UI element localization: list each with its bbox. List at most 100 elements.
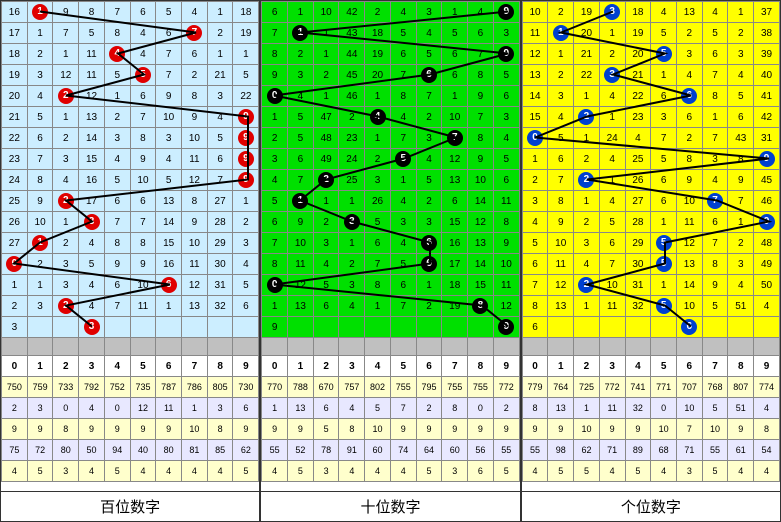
cell [702, 317, 728, 338]
cell [548, 317, 574, 338]
cell: 1 [262, 107, 288, 128]
cell: 6 [676, 107, 702, 128]
cell: 5 [262, 191, 288, 212]
cell: 1 [2, 275, 28, 296]
stat-cell: 62 [574, 440, 600, 461]
cell: 21 [574, 44, 600, 65]
cell: 1 [416, 275, 442, 296]
cell: 7 [262, 233, 288, 254]
cell: 4 [390, 233, 416, 254]
stat-cell: 5 [365, 398, 391, 419]
trend-ball: 1 [292, 193, 308, 209]
stat-cell: 80 [53, 440, 79, 461]
cell: 17 [79, 191, 105, 212]
cell: 9 [493, 2, 519, 23]
cell: 3 [651, 107, 677, 128]
cell: 1 [313, 23, 339, 44]
cell: 1 [313, 191, 339, 212]
cell: 13 [182, 296, 208, 317]
cell: 4 [365, 107, 391, 128]
cell: 1 [574, 86, 600, 107]
cell: 4 [522, 212, 548, 233]
cell: 14 [676, 275, 702, 296]
cell: 12 [53, 65, 79, 86]
spacer [625, 338, 651, 356]
cell: 9 [754, 149, 780, 170]
cell: 1 [27, 233, 53, 254]
cell: 5 [79, 254, 105, 275]
stat-cell: 10 [651, 419, 677, 440]
cell: 43 [339, 23, 365, 44]
cell: 6 [493, 170, 519, 191]
cell: 8 [79, 2, 105, 23]
cell: 3 [53, 254, 79, 275]
cell: 7 [104, 2, 130, 23]
cell: 22 [574, 65, 600, 86]
cell: 15 [468, 275, 494, 296]
stat-cell: 9 [493, 419, 519, 440]
cell: 6 [390, 44, 416, 65]
stat-cell: 4 [262, 461, 288, 482]
stat-cell: 2 [416, 398, 442, 419]
cell: 5 [651, 44, 677, 65]
stat-cell: 757 [339, 377, 365, 398]
cell: 43 [728, 128, 754, 149]
cell: 5 [493, 65, 519, 86]
trend-ball: 2 [318, 172, 334, 188]
stat-cell: 5 [548, 461, 574, 482]
stat-cell: 7 [676, 419, 702, 440]
cell: 30 [625, 254, 651, 275]
cell: 12 [493, 296, 519, 317]
col-header: 5 [130, 356, 156, 377]
cell: 20 [625, 44, 651, 65]
stat-cell: 6 [233, 398, 259, 419]
stat-cell: 55 [522, 440, 548, 461]
cell: 6 [156, 275, 182, 296]
cell: 1 [442, 86, 468, 107]
stat-cell: 807 [728, 377, 754, 398]
cell: 22 [233, 86, 259, 107]
cell: 5 [79, 23, 105, 44]
cell: 8 [27, 170, 53, 191]
spacer [522, 338, 548, 356]
spacer [2, 338, 28, 356]
stat-cell: 78 [313, 440, 339, 461]
col-header: 4 [104, 356, 130, 377]
stat-cell: 5 [574, 461, 600, 482]
stat-cell: 11 [156, 398, 182, 419]
cell: 6 [651, 170, 677, 191]
stat-cell: 9 [728, 419, 754, 440]
col-header: 5 [390, 356, 416, 377]
stat-cell: 80 [156, 440, 182, 461]
cell: 8 [104, 233, 130, 254]
stat-cell: 1 [262, 398, 288, 419]
cell: 4 [53, 170, 79, 191]
cell: 6 [182, 44, 208, 65]
col-header: 2 [53, 356, 79, 377]
cell: 18 [2, 44, 28, 65]
stat-cell: 61 [728, 440, 754, 461]
stat-cell: 89 [625, 440, 651, 461]
cell: 8 [365, 275, 391, 296]
cell: 10 [522, 2, 548, 23]
cell: 47 [313, 107, 339, 128]
cell: 10 [27, 212, 53, 233]
cell: 5 [416, 44, 442, 65]
trend-ball: 5 [135, 67, 151, 83]
cell: 9 [104, 254, 130, 275]
cell: 3 [27, 65, 53, 86]
cell: 1 [27, 23, 53, 44]
cell [442, 317, 468, 338]
stat-cell: 4 [365, 461, 391, 482]
cell: 10 [130, 275, 156, 296]
cell: 8 [182, 86, 208, 107]
stat-cell: 6 [468, 461, 494, 482]
cell [339, 317, 365, 338]
cell: 10 [676, 191, 702, 212]
cell: 7 [702, 191, 728, 212]
cell: 2 [53, 296, 79, 317]
trend-ball: 7 [447, 130, 463, 146]
stat-cell: 755 [442, 377, 468, 398]
cell: 11 [676, 212, 702, 233]
cell: 21 [207, 65, 233, 86]
